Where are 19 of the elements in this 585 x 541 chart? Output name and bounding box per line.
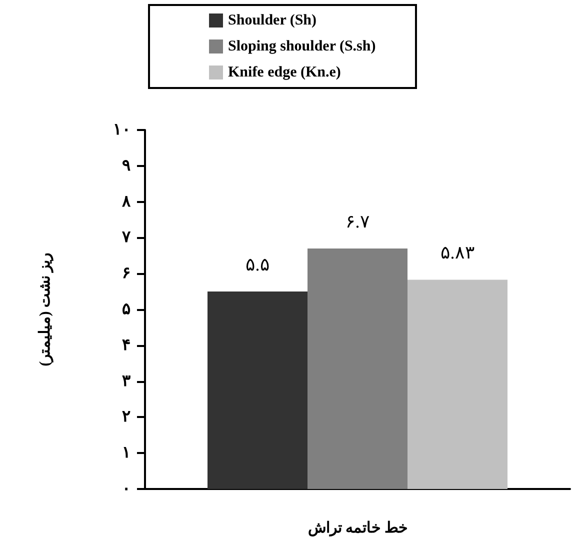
- y-tick-label: ۹: [122, 157, 131, 174]
- y-tick-label: ۷: [121, 229, 131, 246]
- y-tick-label: ۸: [121, 193, 131, 210]
- legend-label: Sloping shoulder (S.sh): [228, 38, 376, 54]
- y-tick-label: ۱: [122, 444, 131, 462]
- x-axis-title: خط خاتمه تراش: [308, 520, 408, 536]
- legend-label: Shoulder (Sh): [228, 12, 317, 28]
- legend-label: Knife edge (Kn.e): [228, 64, 341, 80]
- data-label: ۵.۸۳: [440, 242, 475, 263]
- y-tick-label: ۰: [122, 480, 131, 498]
- y-tick-label: ۵: [122, 301, 131, 318]
- y-tick-label: ۱۰: [113, 122, 131, 138]
- data-label: ۵.۵: [245, 254, 270, 275]
- y-tick-label: ۴: [122, 336, 131, 354]
- y-tick-label: ۳: [122, 372, 131, 390]
- data-label: ۶.۷: [345, 211, 370, 232]
- y-tick-label: ۶: [122, 265, 131, 282]
- y-tick-label: ۲: [122, 408, 131, 426]
- y-axis-title: ریز نشت (میلیمتر): [38, 252, 54, 366]
